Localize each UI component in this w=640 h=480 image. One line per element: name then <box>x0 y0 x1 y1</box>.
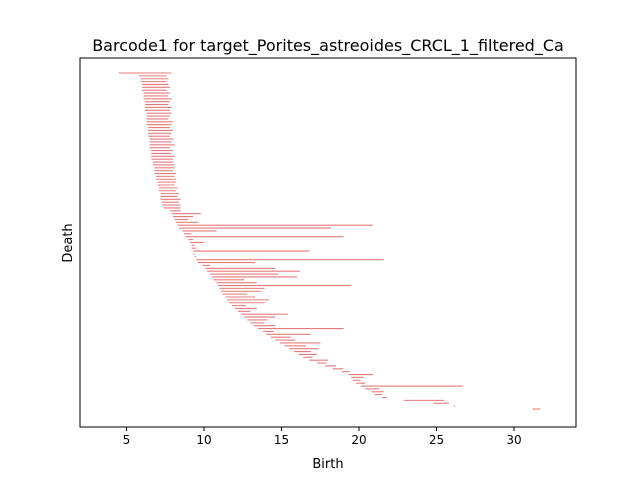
x-axis-ticks: 5 10 15 20 25 30 <box>123 427 522 447</box>
x-tick-label: 30 <box>506 433 521 447</box>
chart-title: Barcode1 for target_Porites_astreoides_C… <box>92 36 564 56</box>
x-tick-label: 15 <box>274 433 289 447</box>
x-tick-label: 20 <box>351 433 366 447</box>
barcode-bars <box>118 72 541 410</box>
y-axis-label: Death <box>61 223 76 262</box>
x-tick-label: 25 <box>429 433 444 447</box>
x-tick-label: 5 <box>123 433 131 447</box>
x-tick-label: 10 <box>196 433 211 447</box>
plot-frame <box>79 57 577 428</box>
x-axis-label: Birth <box>312 457 343 472</box>
